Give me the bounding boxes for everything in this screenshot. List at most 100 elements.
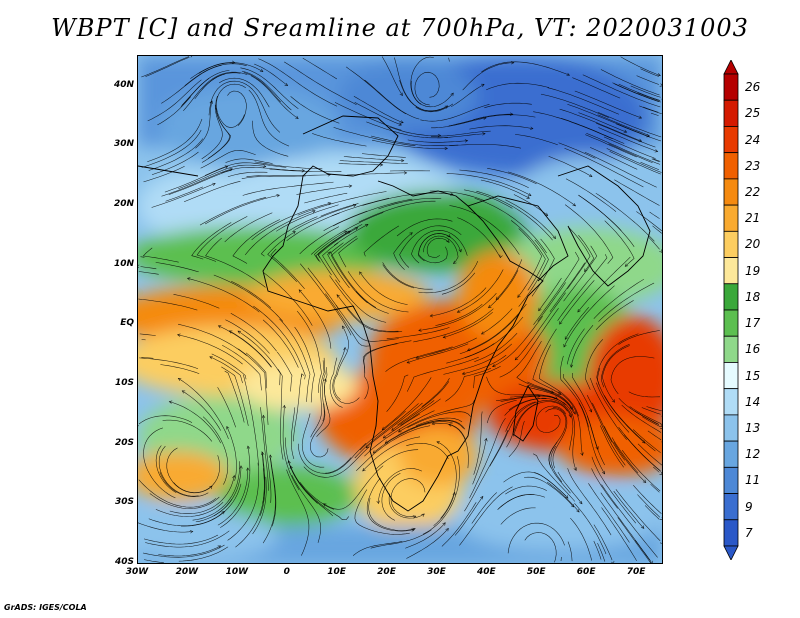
streamline — [386, 374, 409, 412]
streamline — [570, 517, 592, 561]
streamline — [499, 308, 559, 378]
streamline — [338, 238, 358, 268]
streamline — [457, 217, 501, 258]
streamline — [155, 262, 199, 273]
streamline — [473, 365, 501, 389]
streamline-arrow — [301, 373, 305, 377]
streamline — [508, 420, 525, 458]
streamline — [222, 344, 262, 391]
streamline — [338, 163, 383, 166]
streamline — [558, 142, 596, 159]
colorbar-label: 20 — [745, 237, 761, 252]
streamline — [500, 395, 541, 402]
streamline — [227, 462, 259, 541]
streamline-arrow — [168, 400, 173, 404]
streamline — [361, 153, 406, 158]
colorbar-label: 26 — [745, 80, 761, 95]
streamline-arrow — [572, 203, 576, 207]
streamline — [391, 400, 435, 431]
streamline — [157, 96, 191, 126]
streamline-arrow — [641, 440, 646, 444]
streamline-arrow — [228, 330, 233, 334]
streamline — [601, 507, 637, 562]
streamline — [307, 267, 340, 310]
lon-label: 30W — [125, 567, 149, 577]
streamline — [411, 230, 468, 264]
streamline — [396, 218, 453, 237]
streamline-arrow — [499, 254, 503, 259]
colorbar-swatch — [723, 73, 739, 101]
streamline — [322, 357, 326, 422]
streamline — [353, 96, 404, 123]
colorbar-label: 24 — [745, 132, 761, 147]
streamline-arrow — [509, 112, 514, 116]
streamline-arrow — [480, 495, 484, 500]
streamline — [610, 356, 655, 395]
streamline — [587, 416, 605, 466]
streamline — [221, 366, 249, 426]
streamline — [480, 179, 530, 199]
streamline — [382, 377, 432, 430]
streamline — [290, 465, 350, 520]
streamline — [415, 103, 454, 113]
streamline — [601, 484, 658, 558]
streamline — [225, 319, 270, 354]
streamline — [240, 67, 299, 110]
streamline — [363, 343, 398, 400]
streamline-arrow — [659, 249, 662, 253]
streamline — [584, 151, 657, 188]
streamline — [195, 100, 213, 149]
colorbar-swatch — [723, 388, 739, 416]
streamline — [418, 293, 497, 331]
streamline-arrow — [399, 92, 403, 96]
colorbar-swatch — [723, 230, 739, 258]
streamline-arrow — [246, 445, 251, 449]
streamline — [364, 79, 420, 120]
streamline — [564, 204, 614, 264]
streamline — [574, 503, 607, 555]
streamline-arrow — [659, 423, 662, 427]
streamline — [299, 482, 335, 510]
streamline — [158, 545, 221, 557]
streamline-arrow — [445, 527, 449, 532]
streamline — [637, 92, 661, 102]
streamline — [325, 442, 367, 474]
streamline-arrow — [568, 414, 572, 418]
streamline-arrow — [343, 230, 348, 234]
streamline-arrow — [138, 264, 140, 269]
streamline-arrow — [577, 308, 581, 313]
streamline — [507, 522, 565, 554]
lon-label: 50E — [526, 567, 546, 577]
streamline — [145, 530, 230, 548]
streamline — [294, 326, 315, 403]
streamline — [574, 90, 642, 119]
streamline — [331, 235, 368, 304]
streamline-arrow — [232, 474, 236, 479]
streamline-arrow — [446, 239, 450, 243]
streamline-arrow — [480, 331, 485, 335]
streamline — [640, 68, 659, 77]
streamline — [545, 408, 567, 468]
streamline — [413, 308, 494, 343]
streamline — [406, 443, 449, 459]
streamline — [637, 443, 662, 466]
streamline — [304, 192, 348, 204]
streamline — [650, 483, 660, 493]
streamline — [577, 256, 631, 313]
streamline — [557, 254, 608, 321]
streamline — [299, 226, 340, 255]
streamline — [606, 148, 662, 173]
streamline — [139, 333, 156, 336]
streamline-arrow — [261, 414, 266, 419]
streamline — [548, 156, 593, 177]
streamline — [267, 231, 298, 282]
streamline — [550, 445, 563, 483]
streamline — [505, 485, 547, 495]
streamline — [462, 354, 507, 375]
streamline-arrow — [544, 212, 549, 216]
streamline — [586, 132, 661, 165]
streamline — [191, 222, 232, 260]
streamline — [177, 334, 243, 365]
streamline — [144, 559, 164, 563]
streamline-arrow — [638, 138, 643, 142]
